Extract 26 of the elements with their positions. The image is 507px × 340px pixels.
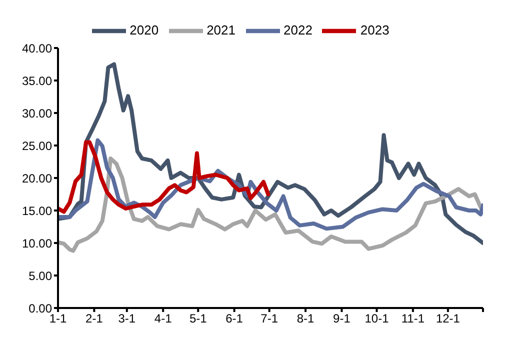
x-tick-label: 5-1 (189, 312, 208, 326)
x-tick-label: 4-1 (154, 312, 172, 326)
legend-label: 2020 (130, 22, 159, 38)
x-tick-label: 9-1 (333, 312, 351, 326)
line-series (58, 138, 483, 231)
legend-label: 2022 (284, 22, 312, 38)
y-tick-label: 20.00 (22, 171, 52, 186)
x-tick-label: 2-1 (86, 312, 104, 326)
x-tick-label: 11-1 (401, 312, 425, 326)
y-tick-label: 15.00 (22, 204, 52, 218)
x-tick-label: 8-1 (296, 312, 315, 326)
y-tick-label: 5.00 (28, 268, 52, 283)
x-tick-label: 7-1 (260, 312, 278, 326)
x-tick-label: 10-1 (364, 312, 390, 326)
y-tick-label: 40.00 (22, 41, 52, 56)
x-tick-label: 3-1 (118, 312, 136, 326)
legend-label: 2021 (206, 22, 236, 38)
y-tick-label: 35.00 (22, 74, 52, 88)
y-tick-label: 25.00 (22, 138, 52, 153)
line-series (58, 156, 483, 253)
y-tick-label: 10.00 (22, 236, 52, 250)
line-series (58, 140, 270, 214)
y-tick-label: 30.00 (22, 106, 52, 120)
x-tick-label: 12-1 (436, 312, 460, 326)
x-tick-label: 6-1 (226, 312, 244, 326)
legend-label: 2023 (360, 22, 390, 38)
